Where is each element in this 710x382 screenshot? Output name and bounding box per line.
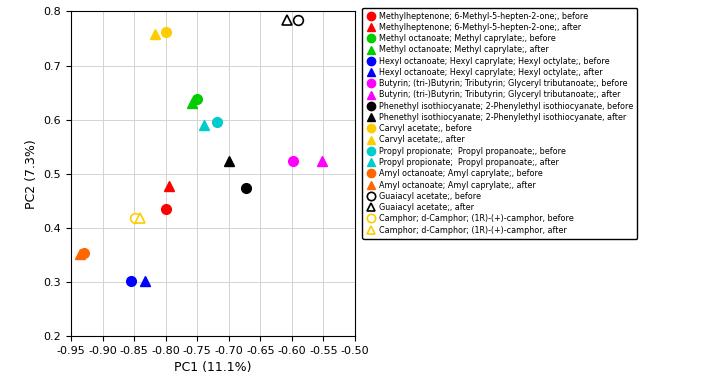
Y-axis label: PC2 (7.3%): PC2 (7.3%) (25, 139, 38, 209)
X-axis label: PC1 (11.1%): PC1 (11.1%) (174, 361, 252, 374)
Legend: Methylheptenone; 6-Methyl-5-hepten-2-one;, before, Methylheptenone; 6-Methyl-5-h: Methylheptenone; 6-Methyl-5-hepten-2-one… (362, 8, 638, 238)
